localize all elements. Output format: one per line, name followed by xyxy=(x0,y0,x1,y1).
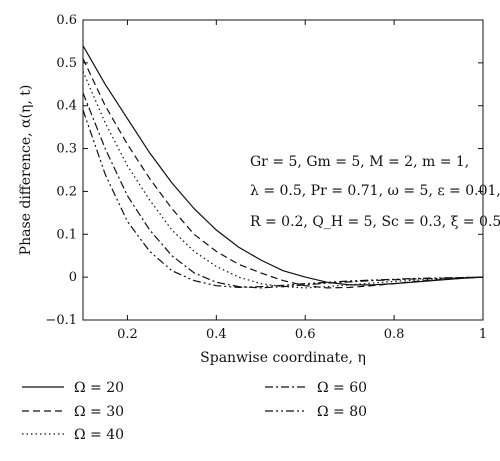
y-tick-label: 0.1 xyxy=(56,227,77,242)
y-tick-label: 0.3 xyxy=(56,142,77,157)
series-line-2 xyxy=(82,58,484,289)
legend: Ω = 20 Ω = 30 Ω = 40 Ω = 60 Ω = 80 xyxy=(22,380,367,443)
annotation-line-2: λ = 0.5, Pr = 0.71, ω = 5, ε = 0.01, xyxy=(250,183,500,199)
y-tick-label: 0.2 xyxy=(56,184,77,199)
series-line-4 xyxy=(82,92,484,289)
series-lines xyxy=(82,45,484,289)
x-axis-title: Spanwise coordinate, η xyxy=(200,350,366,366)
y-tick-label: 0.4 xyxy=(56,99,77,114)
x-tick-label: 0.8 xyxy=(384,327,405,342)
series-line-5 xyxy=(82,109,484,289)
y-tick-label: 0 xyxy=(69,270,77,285)
parameter-annotation: Gr = 5, Gm = 5, M = 2, m = 1, λ = 0.5, P… xyxy=(250,154,500,230)
axis-ticks: 0.2 0.4 0.6 0.8 1 −0.1 0 0.1 0.2 0.3 0.4 0.5 0.6 xyxy=(45,13,487,342)
legend-label: Ω = 30 xyxy=(74,404,124,420)
x-tick-label: 0.4 xyxy=(206,327,227,342)
legend-label: Ω = 40 xyxy=(74,427,124,443)
y-tick-label: 0.5 xyxy=(56,56,77,71)
legend-label: Ω = 20 xyxy=(74,380,124,396)
series-line-3 xyxy=(82,71,484,289)
y-tick-label: 0.6 xyxy=(56,13,77,28)
plot-frame xyxy=(82,19,484,321)
x-tick-label: 0.2 xyxy=(117,327,138,342)
annotation-line-3: R = 0.2, Q_H = 5, Sc = 0.3, ξ = 0.5 xyxy=(250,214,500,230)
legend-label: Ω = 60 xyxy=(317,380,367,396)
x-tick-label: 0.6 xyxy=(295,327,316,342)
annotation-line-1: Gr = 5, Gm = 5, M = 2, m = 1, xyxy=(250,154,469,170)
x-tick-label: 1 xyxy=(479,327,487,342)
legend-label: Ω = 80 xyxy=(317,404,367,420)
y-axis-title: Phase difference, α(η, t) xyxy=(18,85,34,256)
y-tick-label: −0.1 xyxy=(45,313,77,328)
